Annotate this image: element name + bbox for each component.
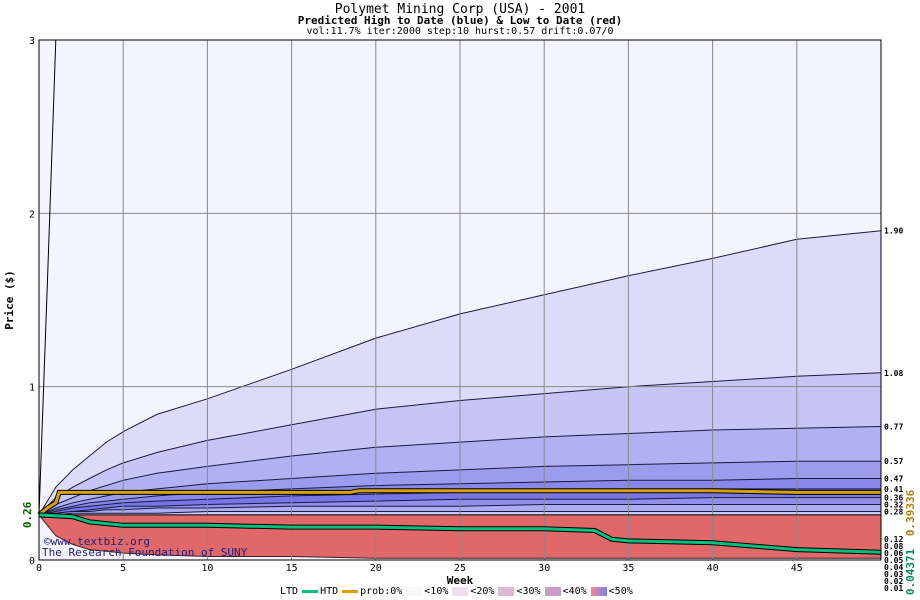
htd-final-value: 0.39336 [904, 489, 917, 536]
band-end-label: 0.12 [884, 535, 903, 544]
chart-title: Polymet Mining Corp (USA) - 2001 [334, 2, 586, 17]
high-band-line [39, 511, 881, 516]
band-end-label: 1.90 [884, 227, 903, 236]
x-tick-label: 0 [36, 563, 42, 574]
legend-b40-label: <40% [562, 586, 587, 597]
band-end-label: 0.04 [884, 563, 903, 572]
x-tick-label: 15 [286, 563, 298, 574]
x-tick-label: 20 [370, 563, 382, 574]
legend-b50-label: <50% [608, 586, 633, 597]
band-end-label: 0.02 [884, 577, 903, 586]
x-tick-label: 5 [120, 563, 126, 574]
legend-prob-label: prob:0% [360, 586, 403, 597]
band-end-label: 0.57 [884, 457, 903, 466]
band-end-label: 0.36 [884, 494, 903, 503]
y-axis-label: Price ($) [3, 270, 16, 330]
high-band-line [38, 504, 881, 516]
low-band-line [38, 514, 881, 559]
chart-subtitle: Predicted High to Date (blue) & Low to D… [297, 14, 623, 27]
watermark-url: ©www.textbiz.org [44, 535, 150, 548]
ltd-final-value: 0.04371 [904, 548, 917, 595]
high-band-line [38, 497, 881, 516]
band-end-label: 1.08 [884, 369, 903, 378]
htd-line [38, 489, 881, 517]
legend-b20-label: <20% [470, 586, 495, 597]
band-end-label: 0.47 [884, 475, 903, 484]
high-band-line [38, 460, 881, 516]
legend-b30-label: <30% [516, 586, 541, 597]
high-band-line [38, 230, 882, 516]
band-end-label: 0.41 [884, 485, 903, 494]
start-price-label: 0.26 [21, 501, 34, 528]
legend: LTD HTD prob:0% <10% <20% <30% <40% <50% [280, 586, 635, 597]
y-tick-label: 1 [29, 383, 35, 394]
legend-b50-swatch [590, 587, 607, 596]
x-tick-label: 30 [538, 563, 550, 574]
legend-b10-swatch [406, 587, 423, 596]
x-tick-label: 10 [201, 563, 213, 574]
band-end-label: 0.01 [884, 584, 903, 593]
x-axis-label: Week [447, 574, 474, 587]
high-band-line [38, 372, 882, 516]
y-tick-label: 3 [29, 36, 35, 47]
legend-ltd-label: LTD [280, 586, 299, 597]
band-end-label: 0.32 [884, 501, 903, 510]
spike-line [38, 39, 57, 515]
band-end-label: 0.77 [884, 423, 903, 432]
y-tick-label: 2 [29, 209, 35, 220]
legend-b40-swatch [544, 587, 561, 596]
x-tick-label: 40 [707, 563, 719, 574]
legend-htd-label: HTD [320, 586, 339, 597]
ltd-line [38, 513, 882, 554]
y-tick-label: 0 [29, 556, 35, 567]
band-end-label: 0.03 [884, 570, 903, 579]
band-end-label: 0.06 [884, 549, 903, 558]
x-tick-label: 25 [454, 563, 466, 574]
x-tick-label: 35 [622, 563, 634, 574]
legend-b10-label: <10% [424, 586, 449, 597]
x-tick-label: 45 [791, 563, 803, 574]
legend-ltd-swatch [302, 590, 319, 593]
watermark-org: The Research Foundation of SUNY [42, 546, 248, 559]
band-end-label: 0.05 [884, 556, 903, 565]
legend-b20-swatch [452, 587, 469, 596]
band-end-label: 0.08 [884, 542, 903, 551]
plot-frame [38, 39, 882, 561]
legend-htd-swatch [342, 590, 359, 593]
legend-b30-swatch [498, 587, 515, 596]
chart-params: vol:11.7% iter:2000 step:10 hurst:0.57 d… [306, 26, 614, 37]
band-end-label: 0.28 [884, 508, 903, 517]
